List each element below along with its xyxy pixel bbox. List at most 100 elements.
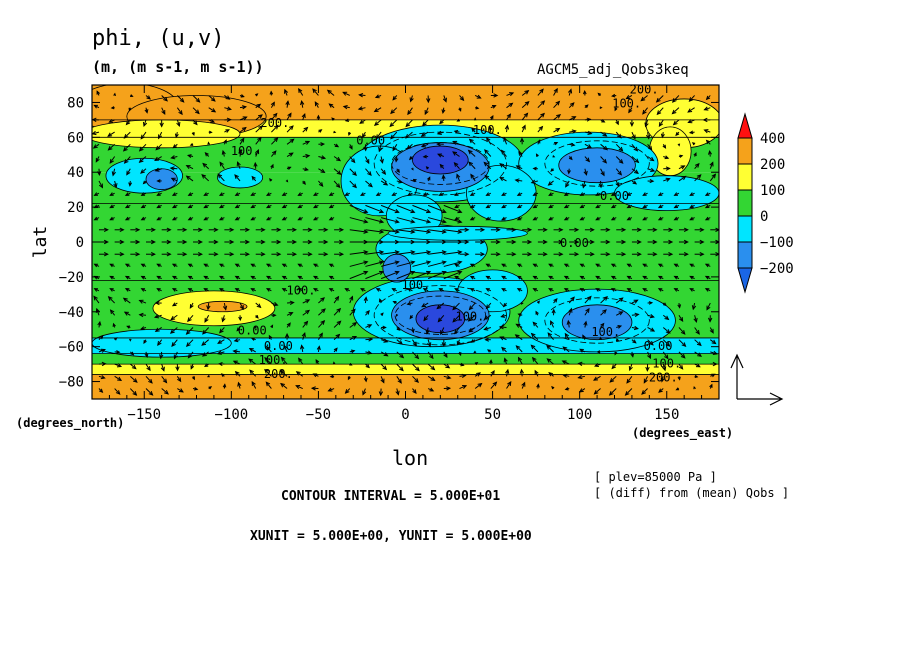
y-tick-label: −40 xyxy=(59,305,84,321)
wind-vector xyxy=(440,327,445,335)
wind-vector-head xyxy=(520,301,524,305)
wind-vector-head xyxy=(595,263,600,268)
wind-vector xyxy=(349,251,368,255)
wind-vector xyxy=(647,156,654,162)
wind-vector-head xyxy=(567,88,573,94)
wind-vector xyxy=(474,383,482,389)
wind-vector-head xyxy=(602,158,608,164)
wind-vector-head xyxy=(164,390,169,395)
wind-vector xyxy=(255,114,263,121)
wind-vector-head xyxy=(390,109,395,115)
wind-vector-head xyxy=(98,183,104,189)
wind-vector xyxy=(422,119,429,126)
wind-vector-head xyxy=(171,216,177,221)
wind-vector-head xyxy=(556,114,562,119)
wind-vector xyxy=(255,137,262,145)
wind-vector-head xyxy=(146,366,151,372)
wind-vector-head xyxy=(530,344,536,350)
wind-vector-head xyxy=(265,263,271,268)
wind-vector-head xyxy=(705,95,711,101)
wind-vector xyxy=(647,327,655,332)
wind-vector xyxy=(349,204,368,213)
wind-vector-head xyxy=(93,263,99,268)
wind-vector-head xyxy=(327,387,333,392)
wind-vector-head xyxy=(687,119,693,124)
wind-vector xyxy=(600,296,608,304)
wind-vector-head xyxy=(641,390,646,395)
wind-vector-head xyxy=(516,204,522,209)
wind-vector-head xyxy=(204,363,209,368)
wind-vector-head xyxy=(689,204,694,209)
wind-vector-head xyxy=(410,209,416,214)
wind-vector-head xyxy=(511,252,517,257)
wind-vector-head xyxy=(229,239,235,245)
wind-vector-head xyxy=(485,304,491,310)
wind-vector xyxy=(437,314,445,322)
wind-vector-head xyxy=(298,87,303,93)
wind-vector-head xyxy=(600,171,605,177)
wind-vector-head xyxy=(175,366,180,372)
wind-vector-head xyxy=(574,239,580,245)
wind-vector-head xyxy=(617,324,623,329)
negative-contour xyxy=(373,285,507,346)
wind-vector-head xyxy=(365,364,370,369)
wind-vector-head xyxy=(649,156,655,162)
colorbar-label: −100 xyxy=(760,235,794,251)
wind-vector-head xyxy=(279,369,285,375)
wind-vector-head xyxy=(201,352,207,357)
wind-vector xyxy=(349,156,356,163)
wind-vector-head xyxy=(598,183,603,189)
wind-vector-head xyxy=(662,366,667,372)
wind-vector-head xyxy=(365,310,370,315)
wind-vector xyxy=(376,131,382,139)
wind-vector xyxy=(562,360,570,365)
wind-vector-head xyxy=(312,373,318,378)
wind-vector-head xyxy=(272,313,277,318)
wind-vector xyxy=(428,229,446,233)
wind-vector-head xyxy=(441,109,446,114)
wind-vector-head xyxy=(203,192,208,196)
wind-vector-head xyxy=(206,305,211,311)
wind-vector xyxy=(537,113,545,121)
wind-vector xyxy=(251,381,257,389)
wind-vector-head xyxy=(379,219,385,224)
wind-vector-head xyxy=(680,329,686,335)
wind-vector-head xyxy=(615,120,619,126)
wind-vector-head xyxy=(394,250,400,255)
wind-vector-head xyxy=(456,173,461,179)
wind-vector xyxy=(139,299,147,304)
wind-vector xyxy=(503,137,507,145)
wind-vector xyxy=(673,119,680,126)
wind-vector-head xyxy=(229,252,235,257)
wind-vector-head xyxy=(483,315,489,320)
wind-vector-head xyxy=(211,108,217,113)
wind-vector-head xyxy=(501,192,506,196)
wind-vector xyxy=(537,88,544,96)
wind-vector-head xyxy=(363,377,368,383)
wind-vector-head xyxy=(488,125,493,131)
wind-vector-head xyxy=(571,116,577,121)
wind-vector-head xyxy=(363,146,368,152)
wind-vector-head xyxy=(437,317,443,323)
wind-vector xyxy=(365,180,373,187)
wind-vector xyxy=(187,314,194,322)
wind-vector-head xyxy=(652,227,658,232)
wind-vector-head xyxy=(240,137,245,143)
wind-vector-head xyxy=(473,117,477,121)
wind-vector-head xyxy=(693,152,697,157)
wind-vector-head xyxy=(202,162,208,168)
wind-vector xyxy=(631,143,638,152)
wind-vector-head xyxy=(410,219,416,224)
wind-vector-head xyxy=(234,174,239,179)
wind-vector xyxy=(365,261,384,267)
wind-vector-head xyxy=(213,227,219,232)
contour-label: 100. xyxy=(473,123,502,137)
wind-vector-head xyxy=(532,216,537,221)
wind-vector-head xyxy=(116,350,121,354)
wind-vector-head xyxy=(349,295,354,301)
wind-vector xyxy=(201,174,210,182)
wind-vector-head xyxy=(567,169,571,175)
wind-vector-head xyxy=(410,328,415,334)
wind-vector-head xyxy=(119,227,125,232)
